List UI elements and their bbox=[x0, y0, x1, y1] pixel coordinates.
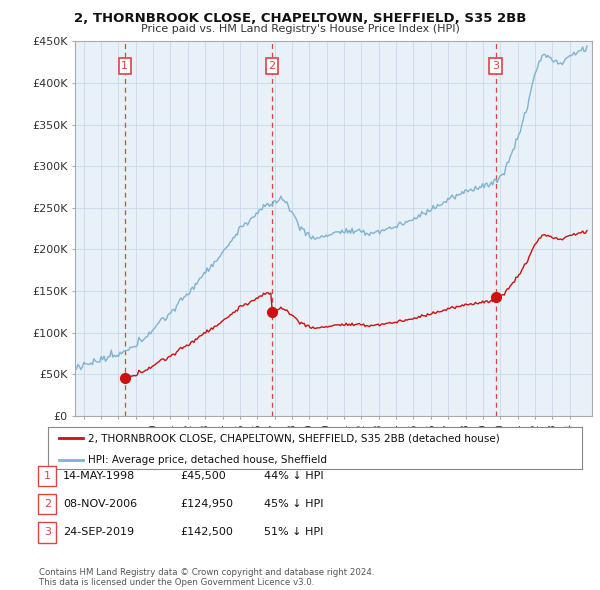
Text: 1: 1 bbox=[121, 61, 128, 71]
Text: £124,950: £124,950 bbox=[180, 499, 233, 509]
Text: HPI: Average price, detached house, Sheffield: HPI: Average price, detached house, Shef… bbox=[88, 455, 327, 465]
Text: 1: 1 bbox=[44, 471, 51, 480]
Text: 3: 3 bbox=[492, 61, 499, 71]
Text: Price paid vs. HM Land Registry's House Price Index (HPI): Price paid vs. HM Land Registry's House … bbox=[140, 24, 460, 34]
Text: £45,500: £45,500 bbox=[180, 471, 226, 480]
Text: 14-MAY-1998: 14-MAY-1998 bbox=[63, 471, 135, 480]
Text: 45% ↓ HPI: 45% ↓ HPI bbox=[264, 499, 323, 509]
Text: 08-NOV-2006: 08-NOV-2006 bbox=[63, 499, 137, 509]
Text: 2, THORNBROOK CLOSE, CHAPELTOWN, SHEFFIELD, S35 2BB (detached house): 2, THORNBROOK CLOSE, CHAPELTOWN, SHEFFIE… bbox=[88, 434, 500, 444]
Text: Contains HM Land Registry data © Crown copyright and database right 2024.
This d: Contains HM Land Registry data © Crown c… bbox=[39, 568, 374, 587]
Text: £142,500: £142,500 bbox=[180, 527, 233, 537]
Text: 3: 3 bbox=[44, 527, 51, 537]
Text: 44% ↓ HPI: 44% ↓ HPI bbox=[264, 471, 323, 480]
Text: 24-SEP-2019: 24-SEP-2019 bbox=[63, 527, 134, 537]
Text: 2: 2 bbox=[268, 61, 275, 71]
Text: 2, THORNBROOK CLOSE, CHAPELTOWN, SHEFFIELD, S35 2BB: 2, THORNBROOK CLOSE, CHAPELTOWN, SHEFFIE… bbox=[74, 12, 526, 25]
Text: 51% ↓ HPI: 51% ↓ HPI bbox=[264, 527, 323, 537]
Text: 2: 2 bbox=[44, 499, 51, 509]
